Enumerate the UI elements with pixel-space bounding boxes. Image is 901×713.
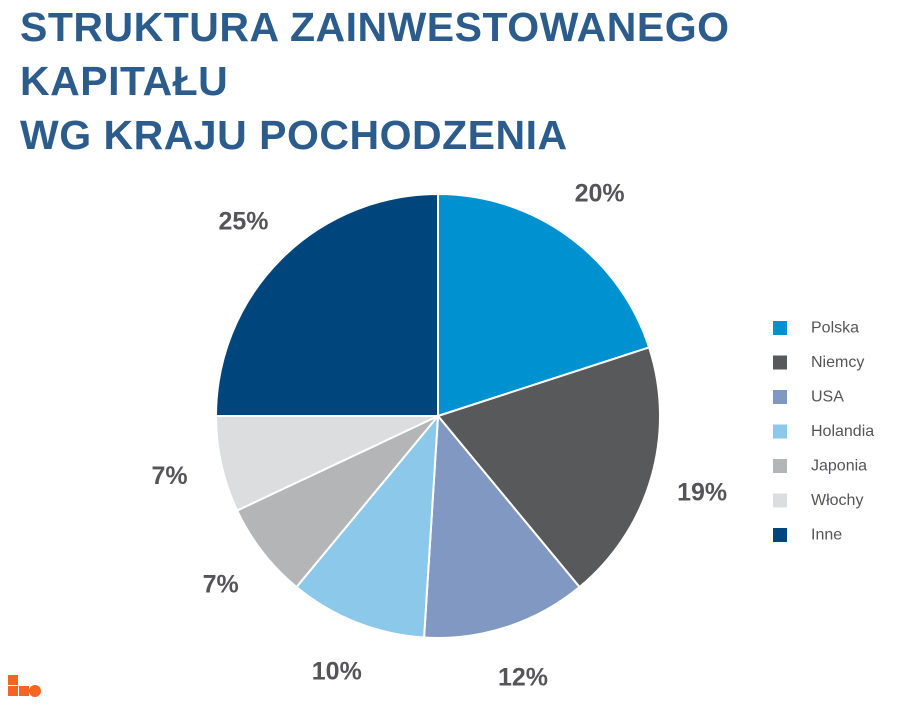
pie-slice-holandia (295, 412, 440, 639)
chart-title-line-1: STRUKTURA ZAINWESTOWANEGO KAPITAŁU (20, 4, 730, 104)
slice-label-niemcy: 19% (677, 479, 727, 507)
legend-swatch (773, 493, 787, 508)
slice-label-polska: 20% (575, 180, 625, 208)
slice-label-inne: 25% (218, 208, 268, 236)
legend-label: USA (811, 389, 844, 406)
legend-item-japonia: Japonia (773, 458, 867, 475)
slice-label-włochy: 7% (152, 462, 188, 490)
legend-swatch (773, 528, 787, 542)
legend-item-holandia: Holandia (773, 423, 874, 440)
pie-slices (214, 192, 661, 639)
orange-blocks-logo-icon (8, 675, 41, 697)
legend-swatch (773, 321, 787, 335)
legend-label: Włochy (811, 492, 863, 509)
legend-swatch (773, 424, 787, 439)
legend-label: Japonia (811, 458, 867, 475)
legend-swatch (773, 355, 787, 370)
legend-item-polska: Polska (773, 320, 859, 337)
pie-labels: 20% 19% 12% 10% 7% 7% 25% (152, 180, 728, 692)
chart-title: STRUKTURA ZAINWESTOWANEGO KAPITAŁU WG KR… (20, 0, 890, 162)
legend-swatch (773, 459, 787, 473)
slice-label-japonia: 7% (203, 571, 239, 599)
pie-slice-usa (422, 413, 581, 639)
chart-title-line-2: WG KRAJU POCHODZENIA (20, 112, 568, 158)
slice-label-holandia: 10% (312, 658, 362, 686)
legend: Polska Niemcy USA Holandia Japonia Włochy Inne (773, 320, 874, 544)
pie-slice-niemcy (436, 346, 661, 589)
legend-swatch (773, 390, 787, 404)
legend-label: Niemcy (811, 354, 864, 371)
legend-label: Polska (811, 320, 859, 337)
legend-item-usa: USA (773, 389, 844, 406)
legend-item-włochy: Włochy (773, 492, 863, 509)
legend-label: Inne (811, 527, 842, 544)
legend-item-niemcy: Niemcy (773, 354, 864, 371)
slice-label-usa: 12% (498, 664, 548, 692)
pie-slice-polska (437, 192, 651, 418)
legend-item-inne: Inne (773, 527, 842, 544)
pie-slice-inne (214, 192, 439, 417)
legend-label: Holandia (811, 423, 874, 440)
